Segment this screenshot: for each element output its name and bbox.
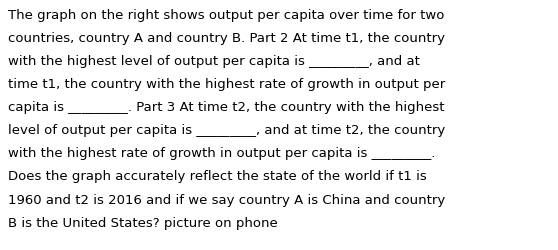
Text: countries, country A and country B. Part 2 At time t1, the country: countries, country A and country B. Part… [8, 32, 445, 45]
Text: capita is _________. Part 3 At time t2, the country with the highest: capita is _________. Part 3 At time t2, … [8, 101, 445, 114]
Text: 1960 and t2 is 2016 and if we say country A is China and country: 1960 and t2 is 2016 and if we say countr… [8, 193, 446, 206]
Text: time t1, the country with the highest rate of growth in output per: time t1, the country with the highest ra… [8, 78, 446, 91]
Text: with the highest rate of growth in output per capita is _________.: with the highest rate of growth in outpu… [8, 147, 436, 160]
Text: Does the graph accurately reflect the state of the world if t1 is: Does the graph accurately reflect the st… [8, 170, 427, 183]
Text: level of output per capita is _________, and at time t2, the country: level of output per capita is _________,… [8, 124, 446, 137]
Text: The graph on the right shows output per capita over time for two: The graph on the right shows output per … [8, 9, 445, 22]
Text: with the highest level of output per capita is _________, and at: with the highest level of output per cap… [8, 55, 420, 68]
Text: B is the United States? picture on phone: B is the United States? picture on phone [8, 216, 278, 229]
